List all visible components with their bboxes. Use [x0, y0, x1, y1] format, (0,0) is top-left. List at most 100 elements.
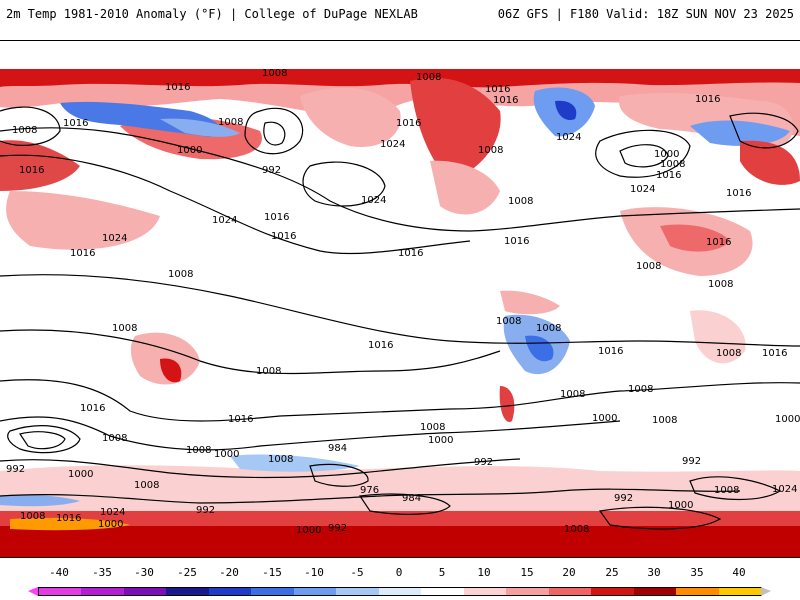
contour-label: 1000 [214, 449, 239, 460]
contour-label: 1008 [268, 454, 293, 465]
asia-warm-patch [6, 191, 161, 250]
hudson-warm [410, 77, 501, 181]
contour-label: 1008 [636, 261, 661, 272]
contour-label: 1008 [12, 125, 37, 136]
color-scale-segment [208, 588, 252, 595]
scale-tick: 10 [477, 566, 491, 579]
contour-label: 1008 [708, 279, 733, 290]
contour-label: 1000 [592, 413, 617, 424]
antarctic-orange [10, 517, 130, 531]
contour-label: 1016 [485, 84, 510, 95]
eastus-warm [430, 160, 500, 215]
southern-ocean-cold [230, 454, 360, 472]
contour-label: 1016 [493, 95, 518, 106]
scale-tick: -20 [219, 566, 239, 579]
color-scale-segment [506, 588, 549, 595]
contour-label: 1000 [98, 519, 123, 530]
contour-label: 992 [6, 464, 25, 475]
scale-tick: -30 [134, 566, 154, 579]
antarctic-core [0, 526, 800, 557]
contour-label: 1008 [256, 366, 281, 377]
color-scale-legend: -40 -35 -30 -25 -20 -15 -10 -5 0 5 10 15… [0, 566, 800, 600]
africa-warm-core [660, 224, 730, 252]
contour-label: 1016 [165, 82, 190, 93]
contour-label: 1016 [504, 236, 529, 247]
contour-label: 1008 [102, 433, 127, 444]
contour-label: 1008 [716, 348, 741, 359]
scale-tick: -35 [92, 566, 112, 579]
siberia-warm [0, 140, 80, 191]
contour-label: 1008 [186, 445, 211, 456]
scale-tick: 5 [438, 566, 446, 579]
russia-cold [690, 120, 790, 146]
anomaly-map: 1008 1008 1016 1016 1016 1008 1016 1008 … [0, 40, 800, 558]
contour-label: 976 [360, 485, 379, 496]
contour-label: 1016 [80, 403, 105, 414]
contour-label: 1016 [396, 118, 421, 129]
scale-tick: 15 [520, 566, 534, 579]
samerica-warm [500, 290, 560, 315]
contour-label: 1008 [508, 196, 533, 207]
contour-label: 1000 [68, 469, 93, 480]
contour-label: 1000 [775, 414, 800, 425]
contour-label: 1024 [556, 132, 581, 143]
contour-label: 1000 [296, 525, 321, 536]
scale-tick: -15 [262, 566, 282, 579]
scale-tick: 25 [605, 566, 619, 579]
siberia-cold-2 [160, 118, 240, 137]
color-scale-segment [39, 588, 82, 595]
color-scale-segment [591, 588, 634, 595]
contour-label: 1024 [100, 507, 125, 518]
scale-tick: 20 [562, 566, 576, 579]
contour-label: 1008 [628, 384, 653, 395]
scale-tick: 40 [732, 566, 746, 579]
contour-label: 1024 [380, 139, 405, 150]
australia-warm-core [160, 358, 182, 383]
contour-label: 992 [474, 457, 493, 468]
contour-label: 1016 [762, 348, 787, 359]
product-title: 2m Temp 1981-2010 Anomaly (°F) | College… [6, 7, 418, 21]
color-scale-bar [38, 587, 762, 596]
contour-label: 1008 [134, 480, 159, 491]
contour-label: 1016 [656, 170, 681, 181]
scale-tick: -10 [304, 566, 324, 579]
contour-label: 1016 [56, 513, 81, 524]
scale-tick: -25 [177, 566, 197, 579]
color-scale-segment [718, 588, 761, 595]
contour-label: 1024 [772, 484, 797, 495]
scale-tick: 35 [690, 566, 704, 579]
contour-label: 1008 [168, 269, 193, 280]
contour-label: 1008 [416, 72, 441, 83]
color-scale-segment [676, 588, 719, 595]
scale-tick: 0 [395, 566, 403, 579]
contour-label: 1024 [361, 195, 386, 206]
contour-label: 1008 [218, 117, 243, 128]
contour-label: 1008 [478, 145, 503, 156]
contour-label: 1008 [112, 323, 137, 334]
color-scale-segment [251, 588, 294, 595]
contour-label: 1008 [660, 159, 685, 170]
contour-label: 1024 [212, 215, 237, 226]
east-europe-warm [740, 140, 800, 185]
contour-label: 1008 [420, 422, 445, 433]
color-scale-segment [81, 588, 124, 595]
southern-africa [690, 310, 746, 364]
contour-labels: 1008 1008 1016 1016 1016 1008 1016 1008 … [6, 68, 800, 536]
arctic-warm-core [0, 69, 800, 88]
contour-label: 1016 [695, 94, 720, 105]
contour-label: 1016 [726, 188, 751, 199]
contour-label: 1000 [668, 500, 693, 511]
contour-label: 992 [328, 523, 347, 534]
scale-tick: -40 [49, 566, 69, 579]
color-scale-segment [336, 588, 379, 595]
scale-tick: -5 [350, 566, 364, 579]
canada-warm [300, 87, 401, 147]
contour-label: 1000 [177, 145, 202, 156]
contour-label: 1016 [706, 237, 731, 248]
contour-label: 1016 [19, 165, 44, 176]
scale-min-arrow [28, 587, 38, 596]
contour-label: 992 [682, 456, 701, 467]
contour-label: 1008 [564, 524, 589, 535]
contour-label: 1016 [398, 248, 423, 259]
contour-label: 1008 [262, 68, 287, 79]
